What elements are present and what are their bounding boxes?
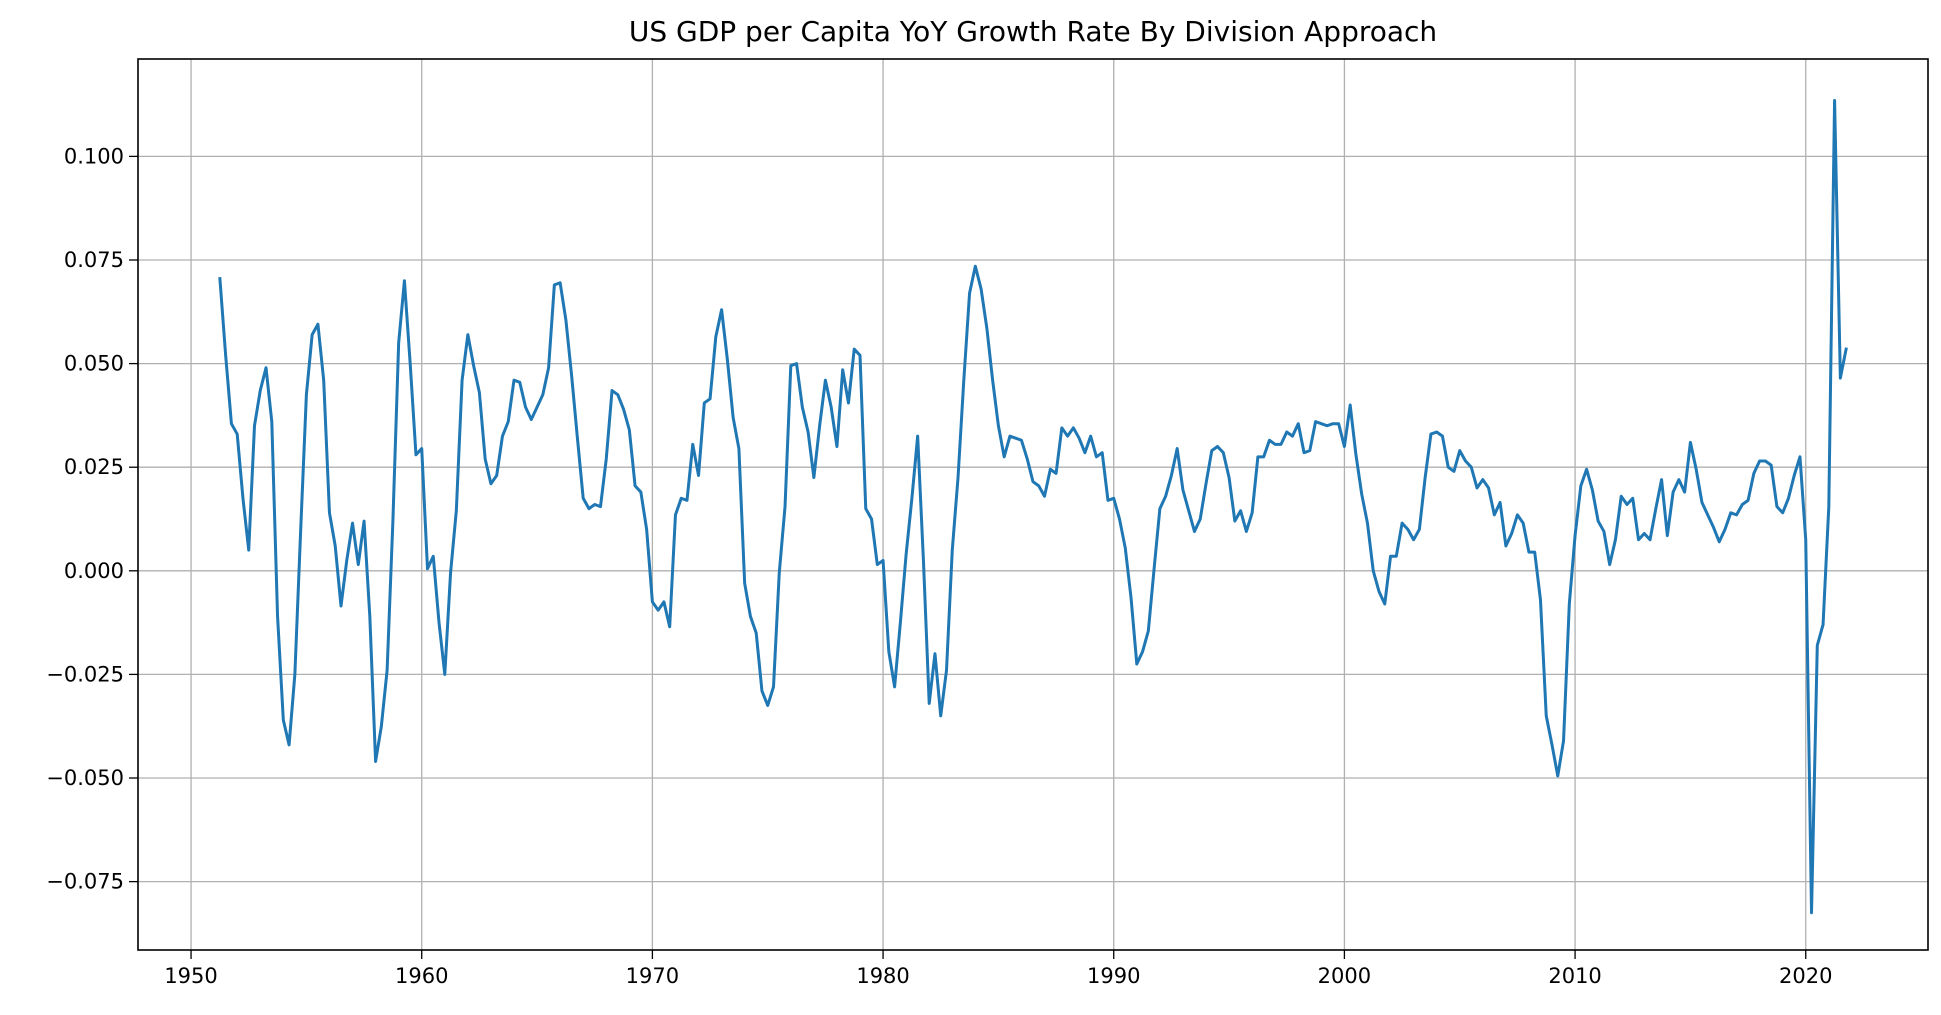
y-tick-label: 0.100: [64, 144, 124, 168]
y-tick-label: −0.075: [46, 870, 124, 894]
y-axis: −0.075 −0.050 −0.025 0.000 0.025 0.050 0.075 0.…: [46, 144, 138, 894]
grid: [138, 59, 1928, 950]
x-axis: 1950 1960 1970 1980 1990 2000 2010 2020: [164, 950, 1832, 988]
y-tick-label: 0.025: [64, 455, 124, 479]
plot-frame: [137, 58, 1929, 951]
x-tick-label: 1990: [1087, 964, 1140, 988]
x-tick-label: 1970: [626, 964, 679, 988]
y-tick-label: −0.025: [46, 662, 124, 686]
series-layer: [218, 98, 1848, 915]
x-tick-label: 2010: [1548, 964, 1601, 988]
y-tick-label: −0.050: [46, 766, 124, 790]
series-line: [218, 98, 1848, 915]
x-tick-label: 2000: [1318, 964, 1371, 988]
y-tick-label: 0.000: [64, 559, 124, 583]
x-tick-label: 1950: [164, 964, 217, 988]
x-tick-label: 2020: [1779, 964, 1832, 988]
x-tick-label: 1980: [856, 964, 909, 988]
x-tick-label: 1960: [395, 964, 448, 988]
y-tick-label: 0.075: [64, 248, 124, 272]
chart-title: US GDP per Capita YoY Growth Rate By Div…: [629, 15, 1437, 48]
y-tick-label: 0.050: [64, 352, 124, 376]
